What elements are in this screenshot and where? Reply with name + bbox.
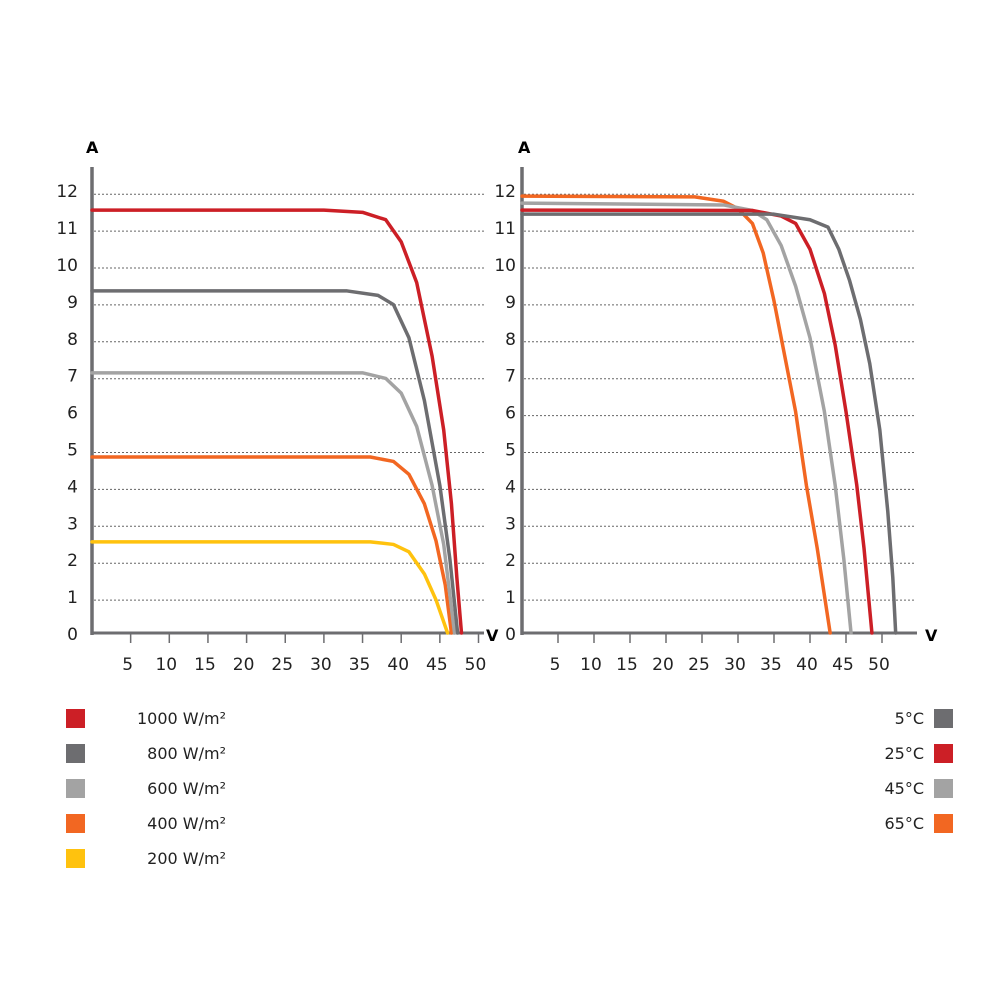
legend-item: 800 W/m² — [66, 743, 226, 763]
x-tick-label: 20 — [652, 655, 674, 675]
y-tick-label: 6 — [505, 404, 516, 424]
y-tick-label: 2 — [505, 551, 516, 571]
y-tick-label: 4 — [505, 477, 516, 497]
x-tick-label: 35 — [349, 655, 371, 675]
y-tick-label: 12 — [494, 182, 516, 202]
series-line — [90, 289, 460, 635]
series-line — [520, 201, 853, 635]
x-tick-label: 25 — [688, 655, 710, 675]
legend-item: 5°C — [760, 708, 953, 728]
legend-swatch — [66, 708, 85, 728]
legend-label: 45°C — [884, 778, 924, 798]
x-tick-label: 40 — [796, 655, 818, 675]
x-tick-label: 10 — [155, 655, 177, 675]
series-line — [90, 455, 454, 635]
x-tick-label: 50 — [868, 655, 890, 675]
x-tick-label: 20 — [233, 655, 255, 675]
y-tick-label: 1 — [505, 588, 516, 608]
series-line — [90, 371, 457, 635]
legend-item: 25°C — [760, 743, 953, 763]
y-tick-label: 1 — [67, 588, 78, 608]
y-tick-label: 7 — [67, 367, 78, 387]
x-tick-label: 15 — [194, 655, 216, 675]
legend-item: 200 W/m² — [66, 848, 226, 868]
legend-swatch — [66, 848, 85, 868]
x-tick-label: 40 — [387, 655, 409, 675]
x-tick-label: 5 — [550, 655, 561, 675]
x-tick-label: 35 — [760, 655, 782, 675]
y-tick-label: 9 — [505, 293, 516, 313]
y-tick-label: 3 — [67, 514, 78, 534]
legend-label: 400 W/m² — [147, 813, 226, 833]
x-tick-label: 25 — [271, 655, 293, 675]
legend-label: 1000 W/m² — [136, 708, 226, 728]
series-line — [520, 212, 898, 635]
y-tick-label: 7 — [505, 367, 516, 387]
y-tick-label: 12 — [56, 182, 78, 202]
legend-swatch — [934, 708, 953, 728]
legend-swatch — [66, 778, 85, 798]
legend-item: 45°C — [760, 778, 953, 798]
y-axis-label: A — [86, 138, 99, 157]
y-tick-label: 0 — [67, 625, 78, 645]
legend-label: 65°C — [884, 813, 924, 833]
y-tick-label: 2 — [67, 551, 78, 571]
x-tick-label: 15 — [616, 655, 638, 675]
legend-label: 200 W/m² — [147, 848, 226, 868]
y-tick-label: 10 — [56, 256, 78, 276]
y-tick-label: 5 — [67, 441, 78, 461]
y-tick-label: 11 — [494, 219, 516, 239]
y-tick-label: 8 — [505, 330, 516, 350]
x-axis-label: V — [486, 626, 499, 645]
y-tick-label: 10 — [494, 256, 516, 276]
legend-item: 600 W/m² — [66, 778, 226, 798]
y-tick-label: 8 — [67, 330, 78, 350]
x-tick-label: 5 — [122, 655, 133, 675]
legend-swatch — [934, 743, 953, 763]
legend-swatch — [934, 813, 953, 833]
legend-swatch — [66, 743, 85, 763]
legend-item: 400 W/m² — [66, 813, 226, 833]
legend-label: 600 W/m² — [147, 778, 226, 798]
y-tick-label: 9 — [67, 293, 78, 313]
legend-swatch — [934, 778, 953, 798]
y-tick-label: 5 — [505, 441, 516, 461]
x-tick-label: 30 — [724, 655, 746, 675]
series-line — [90, 208, 464, 635]
series-line — [90, 540, 450, 635]
legend-item: 1000 W/m² — [66, 708, 226, 728]
legend-label: 800 W/m² — [147, 743, 226, 763]
y-axis-label: A — [518, 138, 531, 157]
y-tick-label: 4 — [67, 477, 78, 497]
y-tick-label: 0 — [505, 625, 516, 645]
x-tick-label: 10 — [580, 655, 602, 675]
x-tick-label: 50 — [465, 655, 487, 675]
series-line — [520, 194, 832, 635]
legend-label: 5°C — [894, 708, 924, 728]
x-axis-label: V — [925, 626, 938, 645]
y-tick-label: 3 — [505, 514, 516, 534]
x-tick-label: 45 — [426, 655, 448, 675]
x-tick-label: 30 — [310, 655, 332, 675]
legend-label: 25°C — [884, 743, 924, 763]
legend-swatch — [66, 813, 85, 833]
y-tick-label: 11 — [56, 219, 78, 239]
y-tick-label: 6 — [67, 404, 78, 424]
x-tick-label: 45 — [832, 655, 854, 675]
legend-item: 65°C — [760, 813, 953, 833]
